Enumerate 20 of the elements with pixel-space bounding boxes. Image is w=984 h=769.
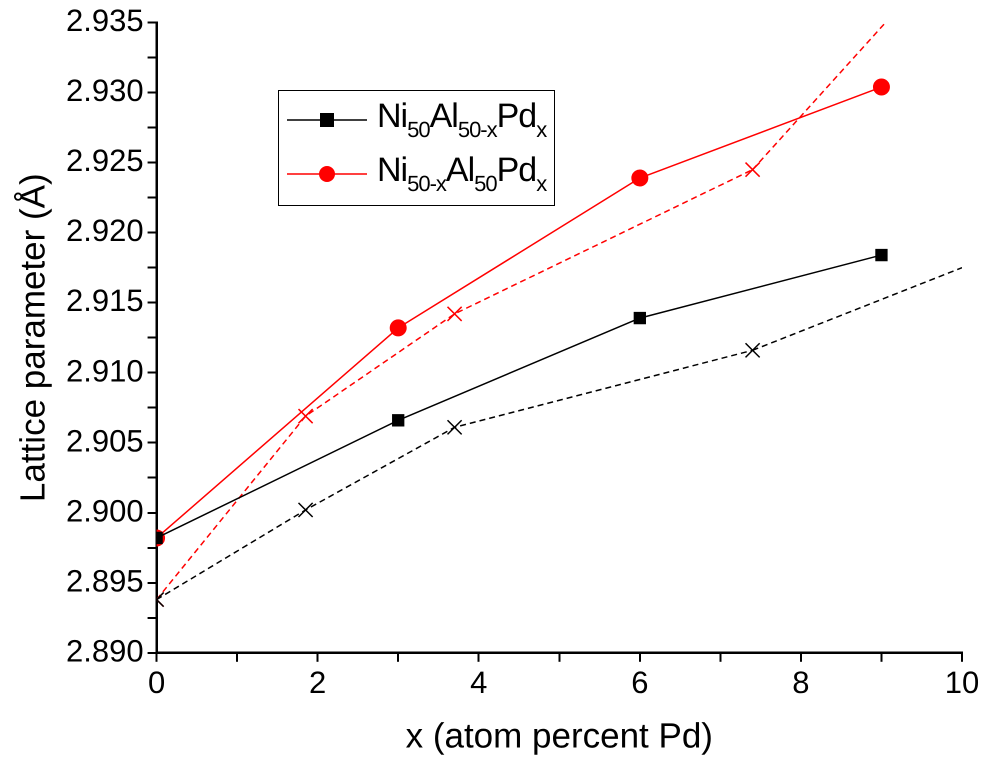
y-tick-label: 2.905 — [66, 423, 144, 458]
y-tick-label: 2.895 — [66, 563, 144, 598]
x-tick-label: 2 — [309, 664, 326, 700]
y-tick-label: 2.920 — [66, 213, 144, 248]
x-tick-label: 10 — [944, 664, 980, 700]
x-tick-label: 6 — [631, 664, 648, 700]
y-tick-label: 2.935 — [66, 3, 144, 38]
x-tick-label: 0 — [148, 664, 166, 700]
x-tick-label: 4 — [470, 664, 488, 700]
x-axis-title: x (atom percent Pd) — [406, 716, 713, 756]
x-tick-label: 8 — [792, 664, 810, 700]
legend-label: Ni$_{50}$Al$_{50-x}$Pd$_{x}$ — [377, 97, 546, 143]
y-tick-label: 2.890 — [66, 633, 144, 668]
y-tick-label: 2.930 — [66, 73, 144, 108]
y-tick-label: 2.925 — [66, 143, 144, 178]
y-tick-label: 2.900 — [66, 493, 144, 528]
y-tick-label: 2.910 — [66, 353, 144, 388]
y-tick-label: 2.915 — [66, 283, 144, 318]
legend-label: Ni$_{50-x}$Al$_{50}$Pd$_{x}$ — [377, 151, 546, 197]
y-axis-title: Lattice parameter (Å) — [14, 173, 53, 502]
